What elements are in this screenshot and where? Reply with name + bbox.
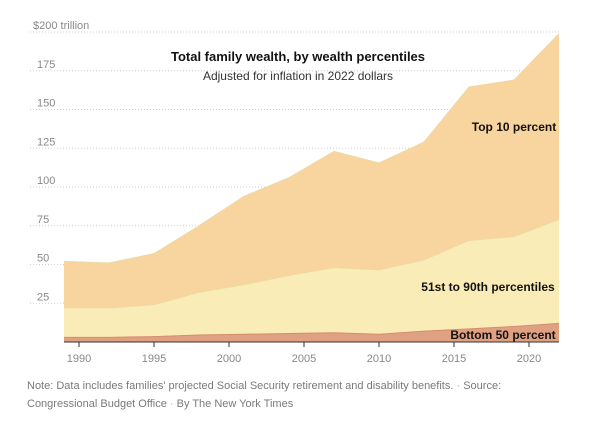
y-tick-label: 100 [37, 175, 55, 187]
y-tick-label: 25 [37, 291, 49, 303]
chart-note: Note: Data includes families' projected … [27, 377, 567, 413]
x-axis-ticks: 1990 1995 2000 2005 2010 2015 2020 [67, 342, 541, 365]
y-tick-label: 150 [37, 98, 55, 110]
area-51st-to-90th-percentiles [64, 219, 559, 338]
label-bottom-50-percent: Bottom 50 percent [450, 328, 555, 342]
chart-subtitle: Adjusted for inflation in 2022 dollars [203, 69, 393, 83]
x-tick-label: 1990 [67, 353, 91, 365]
x-tick-label: 2005 [292, 353, 316, 365]
area-boundary-line [64, 322, 560, 338]
area-series [63, 33, 560, 342]
x-tick-label: 2015 [442, 353, 466, 365]
y-tick-label: 175 [37, 59, 55, 71]
y-tick-label: 75 [37, 214, 49, 226]
byline-text: By The New York Times [176, 398, 294, 410]
y-tick-label: 50 [37, 253, 49, 265]
label-top-10-percent: Top 10 percent [472, 120, 556, 134]
y-axis-ticks: 25 50 75 100 125 150 175 $200 trillion [33, 20, 89, 303]
area-bottom-50-percent [64, 323, 559, 342]
chart-title: Total family wealth, by wealth percentil… [171, 49, 425, 64]
x-tick-label: 2020 [517, 353, 541, 365]
x-tick-label: 2010 [367, 353, 391, 365]
y-tick-label: 125 [37, 136, 55, 148]
x-tick-label: 2000 [217, 353, 241, 365]
area-boundary-line [64, 219, 560, 309]
separator-dot: · [456, 380, 461, 392]
y-axis-unit-label: $200 trillion [33, 20, 89, 32]
stacked-area-chart: 25 50 75 100 125 150 175 $200 trillion 1990 1995… [30, 20, 560, 365]
note-text: Note: Data includes families' projected … [27, 380, 454, 392]
source-text: Source: Congressional Budget Office [27, 380, 502, 410]
area-boundary-line [63, 33, 560, 264]
label-51st-to-90th: 51st to 90th percentiles [421, 280, 555, 294]
x-tick-label: 1995 [142, 353, 166, 365]
separator-dot: · [169, 398, 174, 410]
area-top-10-percent [64, 33, 559, 308]
